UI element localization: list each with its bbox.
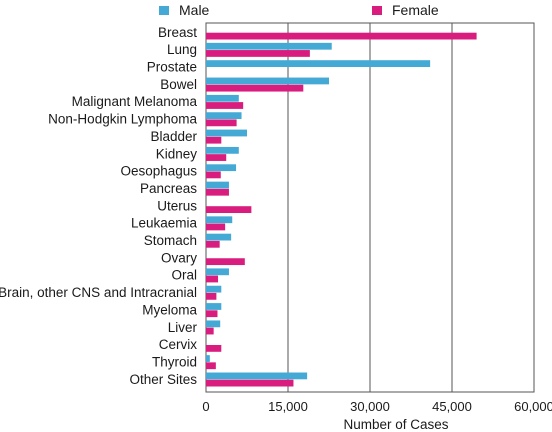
- x-tick-label: 15,000: [268, 399, 308, 414]
- bar-male: [206, 216, 233, 224]
- bar-female: [206, 240, 220, 248]
- category-label: Myeloma: [142, 302, 197, 317]
- category-label: Other Sites: [129, 372, 197, 387]
- category-label: Brain, other CNS and Intracranial: [0, 285, 197, 300]
- category-label: Malignant Melanoma: [72, 94, 198, 109]
- category-label: Bladder: [150, 129, 197, 144]
- legend-male-swatch: [159, 5, 169, 15]
- category-label: Non-Hodgkin Lymphoma: [48, 112, 197, 127]
- bar-female: [206, 84, 304, 92]
- bar-female: [206, 136, 222, 144]
- bar-male: [206, 320, 221, 328]
- bar-male: [206, 129, 247, 137]
- bar-male: [206, 181, 229, 189]
- bar-female: [206, 154, 227, 161]
- category-label: Liver: [168, 320, 198, 335]
- category-label: Thyroid: [152, 354, 197, 369]
- legend-female-swatch: [372, 5, 382, 15]
- category-label: Uterus: [157, 198, 197, 213]
- bar-male: [206, 112, 242, 120]
- bar-female: [206, 362, 216, 370]
- bar-female: [206, 188, 229, 196]
- bar-female: [206, 379, 294, 387]
- bar-female: [206, 102, 244, 109]
- bar-male: [206, 42, 332, 50]
- bar-female: [206, 206, 252, 213]
- bar-male: [206, 285, 222, 293]
- bar-male: [206, 60, 431, 67]
- category-label: Pancreas: [140, 181, 197, 196]
- bar-female: [206, 258, 245, 266]
- bar-female: [206, 50, 310, 57]
- x-tick-label: 30,000: [350, 399, 390, 414]
- legend-male: Male: [159, 1, 209, 19]
- bar-female: [206, 310, 218, 318]
- bar-female: [206, 171, 221, 179]
- bar-male: [206, 355, 210, 362]
- bar-male: [206, 303, 222, 310]
- category-label: Oesophagus: [120, 164, 197, 179]
- x-tick-label: 45,000: [432, 399, 472, 414]
- bar-male: [206, 77, 329, 85]
- bar-female: [206, 275, 219, 283]
- category-label: Lung: [167, 42, 197, 57]
- bar-male: [206, 94, 239, 102]
- bar-male: [206, 372, 308, 380]
- bar-female: [206, 119, 237, 127]
- bar-female: [206, 345, 222, 352]
- bar-male: [206, 233, 232, 241]
- category-label: Oral: [171, 268, 197, 283]
- category-label: Stomach: [144, 233, 197, 248]
- category-label: Kidney: [156, 146, 198, 161]
- bar-male: [206, 268, 229, 276]
- category-label: Breast: [158, 25, 197, 40]
- category-label: Bowel: [160, 77, 197, 92]
- bar-female: [206, 32, 477, 40]
- x-tick-label: 60,000: [514, 399, 552, 414]
- bar-male: [206, 164, 237, 172]
- bar-female: [206, 223, 226, 231]
- bar-male: [206, 146, 239, 154]
- bar-female: [206, 327, 214, 335]
- category-label: Ovary: [161, 250, 197, 265]
- legend-male-label: Male: [179, 2, 210, 18]
- x-tick-label: 0: [202, 399, 209, 414]
- legend-female: Female: [372, 1, 439, 19]
- legend-female-label: Female: [392, 2, 439, 18]
- bar-female: [206, 292, 217, 300]
- category-label: Leukaemia: [131, 216, 198, 231]
- category-label: Cervix: [159, 337, 198, 352]
- x-axis-title: Number of Cases: [343, 417, 448, 432]
- category-label: Prostate: [147, 60, 197, 75]
